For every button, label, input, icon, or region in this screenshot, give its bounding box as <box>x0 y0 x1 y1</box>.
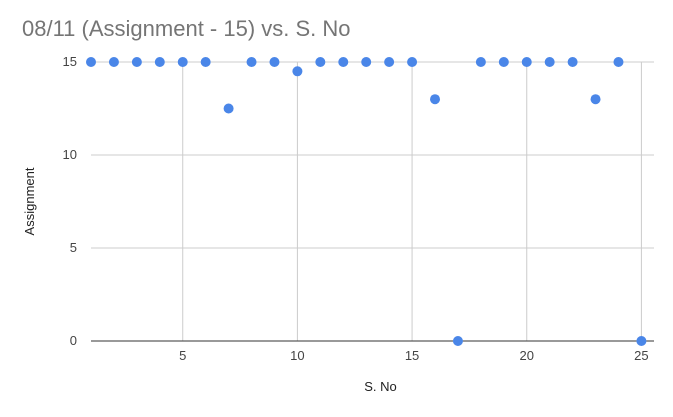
data-point <box>177 57 188 67</box>
data-point <box>590 94 601 105</box>
data-point <box>223 103 234 114</box>
x-tick-label: 10 <box>290 348 304 363</box>
x-tick-label: 25 <box>634 348 648 363</box>
data-points <box>86 57 647 346</box>
tick-labels: 0 5 10 15 5 10 15 20 25 <box>63 54 649 363</box>
data-point <box>521 57 532 67</box>
data-point <box>544 57 555 67</box>
data-point <box>498 57 509 67</box>
data-point <box>86 57 96 67</box>
data-point <box>338 57 349 67</box>
data-point <box>269 57 280 67</box>
data-point <box>246 57 257 67</box>
gridlines <box>91 61 654 341</box>
data-point <box>613 57 624 67</box>
x-tick-label: 15 <box>405 348 419 363</box>
y-axis-title: Assignment <box>22 167 37 235</box>
data-point <box>292 66 303 77</box>
x-tick-label: 20 <box>520 348 534 363</box>
data-point <box>636 336 647 346</box>
x-axis-title: S. No <box>364 379 397 394</box>
data-point <box>567 57 578 67</box>
data-point <box>131 57 142 67</box>
data-point <box>315 57 326 67</box>
data-point <box>430 94 441 105</box>
x-tick-label: 5 <box>179 348 186 363</box>
data-point <box>200 57 211 67</box>
data-point <box>108 57 119 67</box>
y-tick-label: 0 <box>70 333 77 348</box>
data-point <box>361 57 372 67</box>
chart-title: 08/11 (Assignment - 15) vs. S. No <box>22 16 351 41</box>
y-tick-label: 10 <box>63 147 77 162</box>
data-point <box>407 57 418 67</box>
y-tick-label: 15 <box>63 54 77 69</box>
data-point <box>154 57 165 67</box>
data-point <box>452 336 463 346</box>
y-tick-label: 5 <box>70 240 77 255</box>
data-point <box>384 57 395 67</box>
data-point <box>475 57 486 67</box>
